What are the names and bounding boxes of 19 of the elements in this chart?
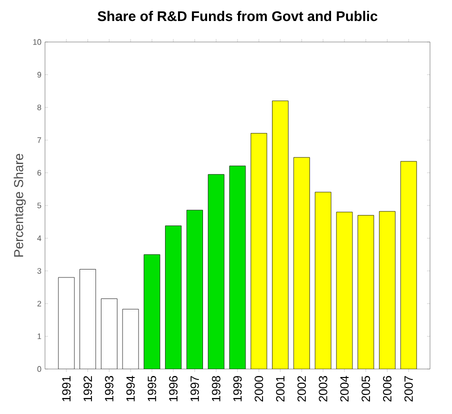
- x-tick-label: 2006: [383, 376, 392, 402]
- x-tick-label: 2007: [404, 376, 413, 402]
- x-tick-label: 1994: [126, 376, 135, 402]
- x-tick-label: 1997: [190, 376, 199, 402]
- x-tick-label: 2004: [340, 376, 349, 402]
- x-tick-label: 1992: [84, 376, 92, 402]
- x-tick-label: 1996: [169, 376, 178, 402]
- x-tick-label: 2002: [297, 376, 306, 402]
- x-tick-label: 2000: [254, 376, 264, 402]
- x-tick-label: 2001: [276, 376, 285, 402]
- x-tick-label: 2005: [362, 376, 370, 402]
- x-tick-label: 1993: [104, 376, 114, 402]
- y-axis-title: Percentage Share: [14, 154, 26, 257]
- x-tick-label: 1999: [233, 376, 242, 402]
- x-tick-label: 1995: [148, 376, 156, 402]
- x-tick-label: 1991: [62, 376, 71, 402]
- x-tick-label: 1998: [212, 376, 220, 402]
- chart-title: Share of R&D Funds from Govt and Public: [98, 10, 378, 22]
- x-tick-label: 2003: [318, 376, 328, 402]
